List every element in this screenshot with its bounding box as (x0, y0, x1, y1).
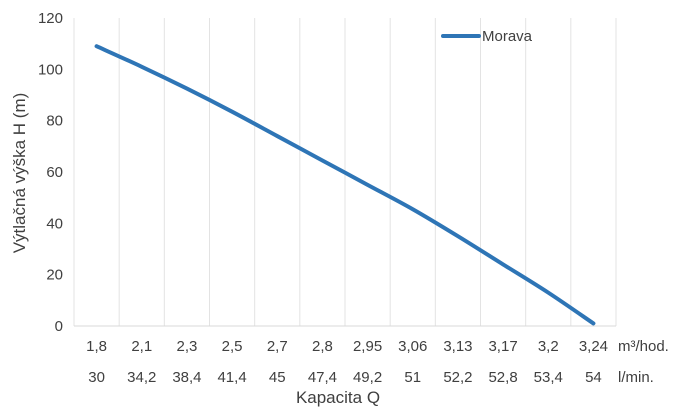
x-tick-label-lmin: 51 (404, 369, 421, 386)
x-tick-label-lmin: 54 (585, 369, 602, 386)
x-tick-label-lmin: 52,8 (488, 369, 517, 386)
x-tick-label-m3: 2,1 (131, 338, 152, 355)
x-tick-label-m3: 3,24 (579, 338, 608, 355)
x-tick-label-lmin: 30 (88, 369, 105, 386)
row1-unit-label: m³/hod. (618, 338, 669, 355)
x-tick-label-lmin: 47,4 (308, 369, 337, 386)
series-layer (94, 44, 596, 326)
x-tick-label-lmin: 49,2 (353, 369, 382, 386)
x-tick-label-m3: 2,5 (222, 338, 243, 355)
y-tick-label: 80 (46, 113, 63, 130)
x-tick-label-m3: 3,06 (398, 338, 427, 355)
vertical-gridlines (73, 18, 617, 326)
x-tick-label-m3: 1,8 (86, 338, 107, 355)
row2-unit-label: l/min. (618, 369, 654, 386)
x-tick-label-lmin: 41,4 (217, 369, 246, 386)
x-tick-label-lmin: 38,4 (172, 369, 201, 386)
x-tick-label-m3: 3,17 (488, 338, 517, 355)
y-tick-label: 60 (46, 164, 63, 181)
y-tick-label: 100 (38, 61, 63, 78)
x-tick-label-lmin: 52,2 (443, 369, 472, 386)
y-tick-label: 0 (55, 318, 63, 335)
y-tick-label: 20 (46, 267, 63, 284)
x-axis-row-m3-per-hour: 1,8 2,1 2,3 2,5 2,7 2,8 2,95 3,06 3,13 3,17 3,2 3,2… (86, 338, 608, 355)
x-tick-label-m3: 2,3 (176, 338, 197, 355)
y-axis-title: Výtlačná výška H (m) (10, 93, 29, 254)
legend: Morava (441, 28, 533, 45)
y-tick-label: 120 (38, 10, 63, 27)
x-tick-label-lmin: 53,4 (534, 369, 563, 386)
x-axis-title: Kapacita Q (296, 388, 380, 407)
legend-label-morava: Morava (482, 28, 533, 45)
x-tick-label-lmin: 34,2 (127, 369, 156, 386)
y-axis-ticks: 0 20 40 60 80 100 120 (38, 10, 63, 335)
x-axis-row-l-per-min: 30 34,2 38,4 41,4 45 47,4 49,2 51 52,2 52,8 53,4 54 (88, 369, 602, 386)
series-line-morava (94, 44, 596, 326)
x-tick-label-m3: 3,13 (443, 338, 472, 355)
x-tick-label-lmin: 45 (269, 369, 286, 386)
x-tick-label-m3: 2,95 (353, 338, 382, 355)
x-tick-label-m3: 2,8 (312, 338, 333, 355)
x-tick-label-m3: 2,7 (267, 338, 288, 355)
x-tick-label-m3: 3,2 (538, 338, 559, 355)
y-tick-label: 40 (46, 215, 63, 232)
